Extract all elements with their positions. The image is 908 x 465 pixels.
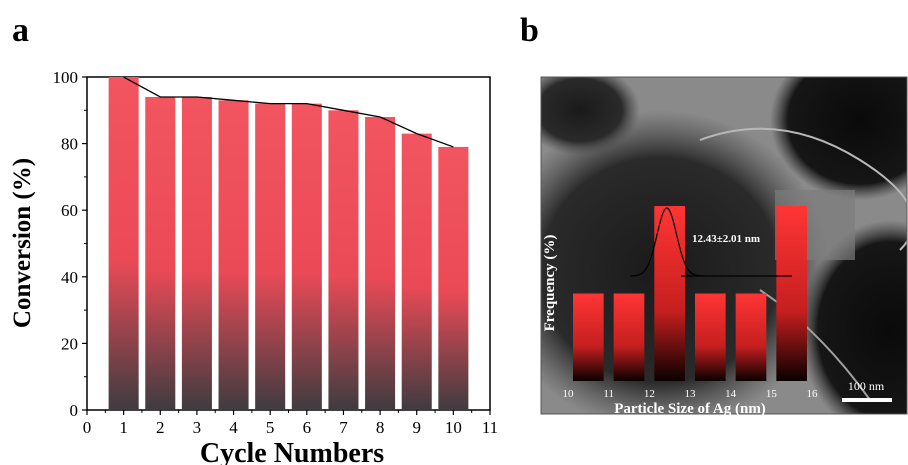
bar-cycle-10 <box>438 146 469 410</box>
inset-x-tick-label: 14 <box>725 388 737 400</box>
panel-label-a: a <box>12 12 29 49</box>
inset-histogram-bars <box>573 206 807 381</box>
x-tick-label: 4 <box>229 418 238 437</box>
bars-group <box>108 77 469 411</box>
tem-support-film <box>699 127 907 251</box>
bar-cycle-1 <box>108 77 139 410</box>
hist-bar-13-14 <box>695 293 726 381</box>
x-axis-title: Cycle Numbers <box>200 438 384 465</box>
tem-frame <box>540 76 908 415</box>
y-tick-label: 20 <box>61 334 78 353</box>
x-tick-label: 1 <box>119 418 128 437</box>
inset-x-tick-label: 10 <box>563 388 575 400</box>
bar-cycle-7 <box>328 110 359 411</box>
cycle-conversion-chart: 0 1 2 3 4 5 6 7 8 9 10 11 0 20 40 60 80 100 Cycle Number… <box>9 68 498 465</box>
gaussian-fit-curve <box>630 207 704 277</box>
bar-cycle-3 <box>181 96 212 410</box>
x-tick-label: 7 <box>339 418 348 437</box>
hist-bar-15-16 <box>776 206 807 381</box>
y-tick-label: 80 <box>61 135 78 154</box>
size-annotation: 12.43±2.01 nm <box>692 233 760 245</box>
y-axis-title: Conversion (%) <box>9 158 36 328</box>
tem-particle <box>800 220 907 414</box>
inset-x-axis-title: Particle Size of Ag (nm) <box>614 401 766 417</box>
hist-bar-11-12 <box>613 293 645 381</box>
inset-y-axis-title: Frequency (%) <box>542 235 558 332</box>
y-tick-label: 60 <box>61 201 78 220</box>
bar-cycle-4 <box>218 100 249 410</box>
inset-x-tick-label: 16 <box>807 388 819 400</box>
tem-particle <box>541 77 640 155</box>
x-tick-label: 9 <box>412 418 421 437</box>
bar-cycle-6 <box>291 103 322 410</box>
y-tick-label: 100 <box>53 68 79 87</box>
bar-cycle-5 <box>255 103 286 410</box>
tem-image-panel: 12.43±2.01 nm 10 11 12 13 14 15 16 Particle Si… <box>540 76 908 417</box>
y-axis-ticks: 0 20 40 60 80 100 <box>53 68 87 420</box>
hist-bar-10-11 <box>573 293 604 381</box>
hist-bar-12-13 <box>654 206 685 381</box>
panel-label-b: b <box>520 12 539 49</box>
inset-x-tick-label: 13 <box>685 388 697 400</box>
inset-x-tick-label: 11 <box>603 388 614 400</box>
inset-x-ticks: 10 11 12 13 14 15 16 <box>563 388 819 400</box>
x-tick-label: 2 <box>156 418 165 437</box>
bar-cycle-9 <box>401 133 432 411</box>
scale-bar <box>842 398 892 402</box>
scale-bar-label: 100 nm <box>848 379 885 393</box>
x-tick-label: 5 <box>266 418 275 437</box>
bar-cycle-2 <box>145 96 176 410</box>
x-tick-label: 3 <box>193 418 202 437</box>
x-tick-label: 10 <box>445 418 462 437</box>
inset-x-tick-label: 12 <box>644 388 655 400</box>
y-tick-label: 40 <box>61 268 78 287</box>
trend-line <box>123 76 454 148</box>
y-tick-label: 0 <box>70 401 79 420</box>
x-tick-label: 6 <box>303 418 312 437</box>
x-axis-ticks: 0 1 2 3 4 5 6 7 8 9 10 11 <box>83 410 498 437</box>
inset-x-tick-label: 15 <box>766 388 778 400</box>
x-tick-label: 0 <box>83 418 92 437</box>
hist-bar-14-15 <box>735 293 767 381</box>
x-tick-label: 11 <box>482 418 498 437</box>
tem-support-film <box>759 289 871 401</box>
x-tick-label: 8 <box>376 418 385 437</box>
bar-cycle-8 <box>365 116 396 411</box>
